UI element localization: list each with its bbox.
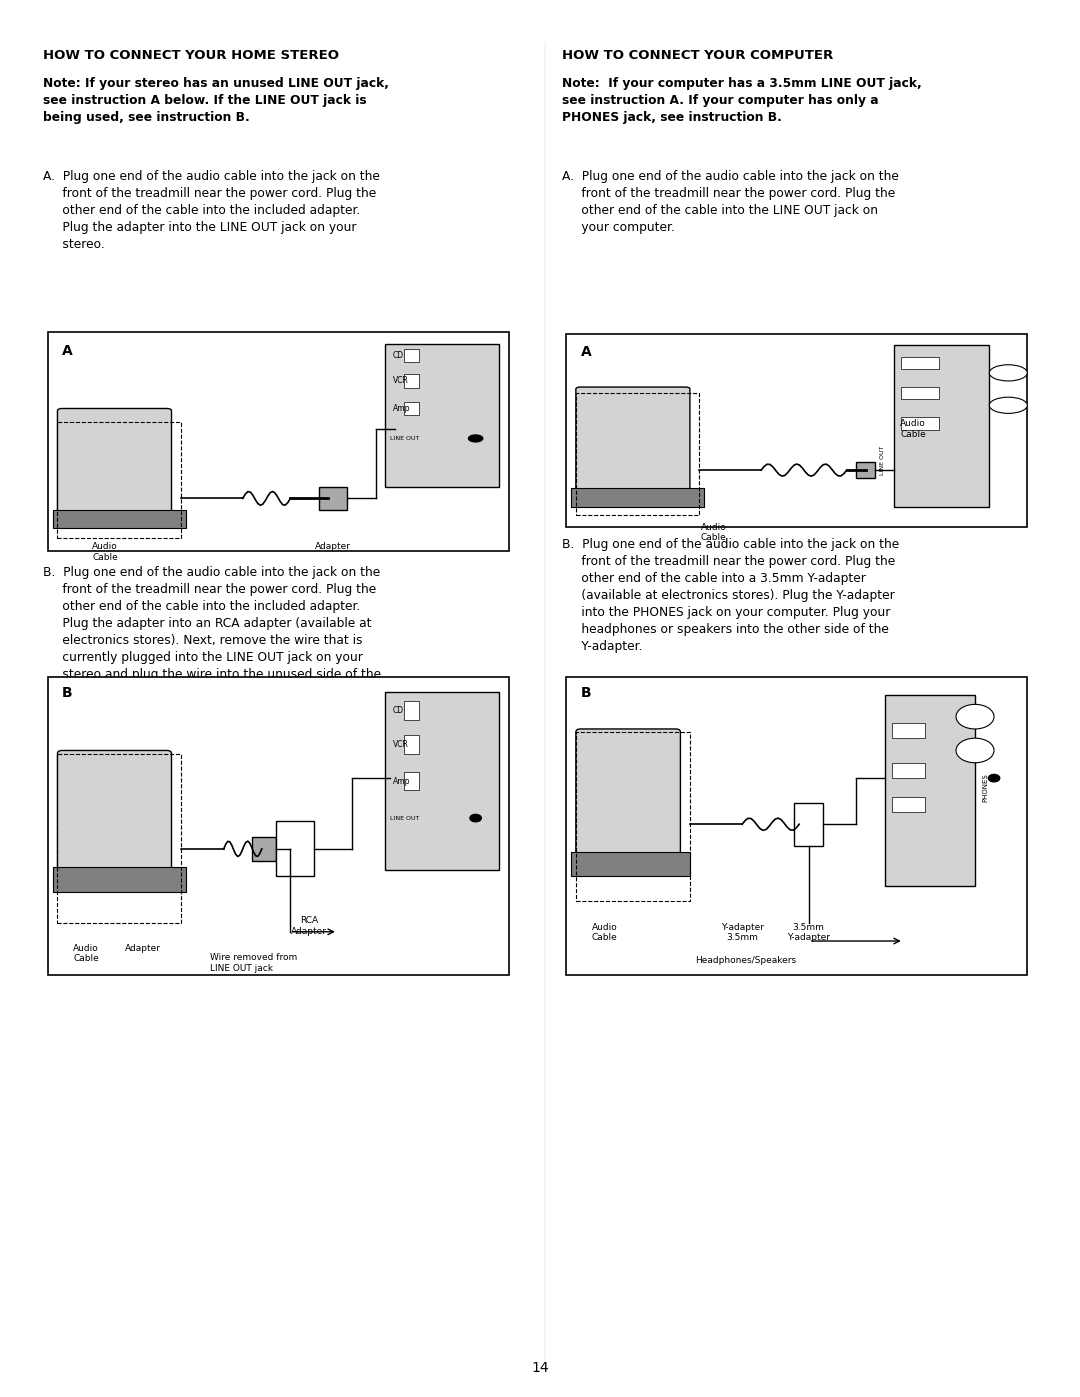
Bar bbox=[386, 344, 499, 486]
Bar bbox=[902, 418, 940, 430]
Text: Audio
Cable: Audio Cable bbox=[701, 522, 727, 542]
Text: CD: CD bbox=[392, 705, 404, 715]
Text: RCA
Adapter: RCA Adapter bbox=[292, 916, 327, 936]
Circle shape bbox=[989, 365, 1027, 381]
Text: Wire removed from
LINE OUT jack: Wire removed from LINE OUT jack bbox=[210, 953, 297, 972]
Bar bbox=[404, 701, 419, 719]
Text: VCR: VCR bbox=[392, 740, 408, 749]
Text: Headphones/Speakers: Headphones/Speakers bbox=[694, 957, 796, 965]
Circle shape bbox=[988, 774, 1000, 782]
Text: Audio
Cable: Audio Cable bbox=[901, 419, 927, 439]
Text: B.  Plug one end of the audio cable into the jack on the
     front of the tread: B. Plug one end of the audio cable into … bbox=[562, 538, 899, 652]
Text: Amp: Amp bbox=[392, 777, 410, 785]
Bar bbox=[571, 852, 690, 876]
Text: A.  Plug one end of the audio cable into the jack on the
     front of the tread: A. Plug one end of the audio cable into … bbox=[43, 170, 380, 251]
Circle shape bbox=[956, 704, 994, 729]
FancyBboxPatch shape bbox=[57, 408, 172, 517]
Text: Audio
Cable: Audio Cable bbox=[592, 922, 618, 942]
Bar bbox=[576, 393, 700, 514]
Text: B.  Plug one end of the audio cable into the jack on the
     front of the tread: B. Plug one end of the audio cable into … bbox=[43, 566, 381, 715]
Bar bbox=[902, 387, 940, 400]
FancyBboxPatch shape bbox=[576, 729, 680, 858]
Bar bbox=[53, 510, 186, 528]
Bar bbox=[795, 803, 823, 845]
Bar bbox=[404, 735, 419, 753]
Circle shape bbox=[956, 738, 994, 763]
Text: Adapter: Adapter bbox=[125, 944, 161, 953]
Bar bbox=[57, 753, 181, 922]
Text: Audio
Cable: Audio Cable bbox=[92, 542, 118, 562]
Bar bbox=[892, 763, 926, 778]
Bar bbox=[404, 348, 419, 362]
Bar bbox=[576, 732, 690, 901]
Text: LINE OUT: LINE OUT bbox=[390, 436, 419, 441]
Bar bbox=[57, 422, 181, 538]
Bar bbox=[856, 462, 875, 478]
Bar bbox=[902, 356, 940, 369]
Text: Note:  If your computer has a 3.5mm LINE OUT jack,
see instruction A. If your co: Note: If your computer has a 3.5mm LINE … bbox=[562, 77, 921, 124]
Text: VCR: VCR bbox=[392, 376, 408, 386]
Circle shape bbox=[469, 434, 483, 441]
Bar bbox=[892, 796, 926, 812]
Text: 3.5mm
Y-adapter: 3.5mm Y-adapter bbox=[787, 922, 831, 942]
Bar bbox=[53, 868, 186, 891]
Text: B: B bbox=[63, 686, 72, 700]
FancyBboxPatch shape bbox=[57, 750, 172, 873]
Bar bbox=[404, 374, 419, 388]
Bar bbox=[894, 345, 989, 507]
FancyBboxPatch shape bbox=[576, 387, 690, 492]
Text: Audio
Cable: Audio Cable bbox=[73, 944, 99, 964]
Circle shape bbox=[470, 814, 482, 821]
Bar bbox=[885, 696, 975, 886]
Text: Adapter: Adapter bbox=[315, 542, 351, 552]
Circle shape bbox=[286, 847, 294, 851]
Text: B: B bbox=[581, 686, 591, 700]
Text: 14: 14 bbox=[531, 1361, 549, 1375]
Text: LINE OUT: LINE OUT bbox=[880, 446, 885, 475]
Bar bbox=[253, 837, 276, 861]
Bar bbox=[276, 821, 314, 876]
Bar bbox=[386, 692, 499, 870]
Text: HOW TO CONNECT YOUR COMPUTER: HOW TO CONNECT YOUR COMPUTER bbox=[562, 49, 833, 61]
Text: HOW TO CONNECT YOUR HOME STEREO: HOW TO CONNECT YOUR HOME STEREO bbox=[43, 49, 339, 61]
Text: LINE OUT: LINE OUT bbox=[390, 816, 419, 820]
Bar bbox=[571, 489, 704, 507]
Bar bbox=[404, 773, 419, 791]
Text: Y-adapter
3.5mm: Y-adapter 3.5mm bbox=[720, 922, 764, 942]
Text: A: A bbox=[63, 344, 73, 358]
Bar bbox=[892, 722, 926, 738]
Circle shape bbox=[989, 397, 1027, 414]
Text: Amp: Amp bbox=[392, 404, 410, 414]
Text: A.  Plug one end of the audio cable into the jack on the
     front of the tread: A. Plug one end of the audio cable into … bbox=[562, 170, 899, 235]
Bar bbox=[319, 486, 348, 510]
Bar bbox=[404, 401, 419, 415]
Text: PHONES: PHONES bbox=[982, 773, 988, 802]
Text: A: A bbox=[581, 345, 592, 359]
Text: CD: CD bbox=[392, 351, 404, 360]
Text: Note: If your stereo has an unused LINE OUT jack,
see instruction A below. If th: Note: If your stereo has an unused LINE … bbox=[43, 77, 389, 124]
